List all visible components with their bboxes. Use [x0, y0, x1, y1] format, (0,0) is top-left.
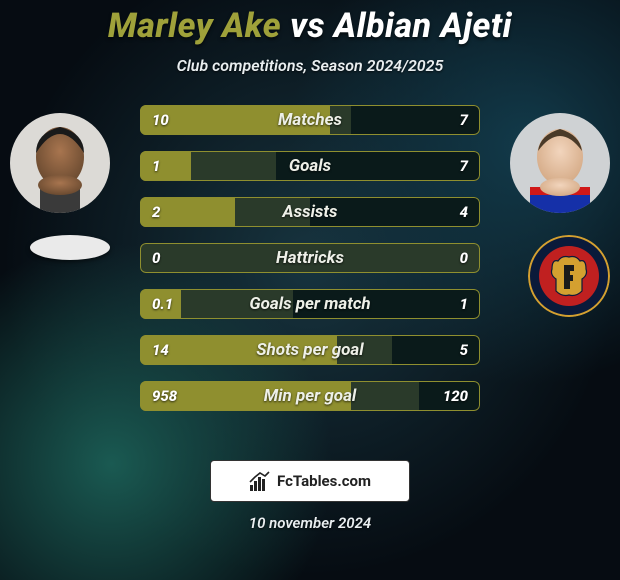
- content: Marley Ake vs Albian Ajeti Club competit…: [0, 0, 620, 580]
- stat-row: 0 0Hattricks: [140, 243, 480, 273]
- stat-row: 958120Min per goal: [140, 381, 480, 411]
- stat-row: 107Matches: [140, 105, 480, 135]
- vs-text: vs: [290, 6, 325, 46]
- stat-right-value: 7: [432, 157, 480, 175]
- player1-club-badge: [30, 235, 110, 260]
- fctables-logo-icon: [249, 470, 271, 492]
- subtitle: Club competitions, Season 2024/2025: [177, 56, 444, 75]
- player2-club-badge: [528, 235, 610, 317]
- stat-row: 0.11Goals per match: [140, 289, 480, 319]
- stat-right-value: 5: [432, 341, 480, 359]
- stat-right-value: 120: [431, 387, 480, 405]
- stat-right-value: 1: [432, 295, 480, 313]
- stat-left-value: 958: [140, 387, 189, 405]
- comparison-stage: 107Matches17Goals24Assists00Hattricks0.1…: [0, 95, 620, 580]
- player2-avatar: [510, 113, 610, 213]
- stat-row: 17Goals: [140, 151, 480, 181]
- stat-right-value: 4: [432, 203, 480, 221]
- stat-left-value: 2: [140, 203, 188, 221]
- footer-date: 10 november 2024: [0, 514, 620, 532]
- title: Marley Ake vs Albian Ajeti: [108, 6, 512, 46]
- brand-text: FcTables.com: [277, 472, 371, 490]
- stat-left-value: 1: [140, 157, 188, 175]
- brand-footer: FcTables.com: [210, 460, 410, 502]
- stat-label: Hattricks: [140, 243, 480, 273]
- stat-right-value: 7: [432, 111, 480, 129]
- stat-row: 24Assists: [140, 197, 480, 227]
- player1-name: Marley Ake: [108, 6, 281, 46]
- stat-left-value: 10: [140, 111, 188, 129]
- stat-left-value: 0.1: [140, 295, 188, 313]
- stat-left-value: 14: [140, 341, 188, 359]
- player2-name: Albian Ajeti: [334, 6, 512, 46]
- player1-avatar: [10, 113, 110, 213]
- stat-left-value: 0: [140, 249, 188, 267]
- stat-right-value: 0: [432, 249, 480, 267]
- stat-row: 145Shots per goal: [140, 335, 480, 365]
- stat-bars: 107Matches17Goals24Assists00Hattricks0.1…: [140, 105, 480, 411]
